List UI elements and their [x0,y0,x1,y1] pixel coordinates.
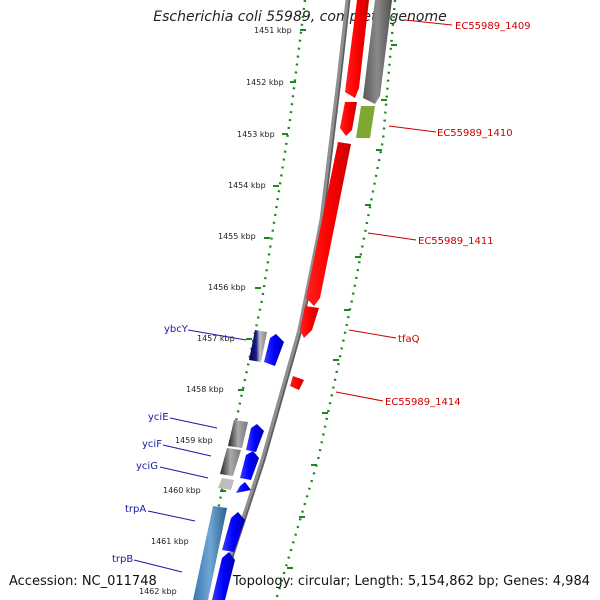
tick-label: 1459 kbp [175,436,213,445]
gene-ycie-gray[interactable] [228,420,248,448]
gene-ycie-blue[interactable] [246,424,264,452]
gene-label-trpb[interactable]: trpB [112,554,133,565]
tick-label: 1453 kbp [237,130,275,139]
backbone [214,0,351,600]
tick-label: 1462 kbp [139,587,177,596]
gene-label-ec55989-1409[interactable]: EC55989_1409 [455,21,531,32]
tick-label: 1461 kbp [151,537,189,546]
gene-label-ycie[interactable]: yciE [148,412,169,423]
tick-label: 1458 kbp [186,385,224,394]
gene-ycif-blue[interactable] [240,451,259,480]
forward-genes [290,0,392,390]
left-label-leaders [133,329,247,573]
gene-label-tfaq[interactable]: tfaQ [398,334,420,345]
gene-trpb-blue[interactable] [212,552,235,600]
reverse-genes [193,330,284,600]
gene-top-red[interactable] [345,0,369,98]
backbone-shadow [217,0,351,600]
gene-trpa-blue[interactable] [222,512,245,552]
gene-ec55989-1410-green[interactable] [356,106,375,138]
gene-ec55989-1410-red[interactable] [340,102,357,136]
gene-ycig-blue[interactable] [236,482,251,493]
gene-ybcy-blue[interactable] [264,334,284,366]
gene-label-trpa[interactable]: trpA [125,504,146,515]
tick-label: 1454 kbp [228,181,266,190]
accession-label: Accession: NC_011748 [9,574,157,589]
tick-label: 1457 kbp [197,334,235,343]
gene-label-ycig[interactable]: yciG [136,461,158,472]
gene-label-ec55989-1411[interactable]: EC55989_1411 [418,236,494,247]
inner-dotted-ring [198,0,307,600]
gene-top-gray[interactable] [363,0,392,104]
gene-ec55989-1411-red[interactable] [306,142,351,306]
gene-ycif-gray[interactable] [220,448,241,476]
gene-label-ec55989-1414[interactable]: EC55989_1414 [385,397,461,408]
gene-label-ycif[interactable]: yciF [142,439,162,450]
outer-tick-marks [287,44,397,569]
gene-ycig-gray[interactable] [218,478,234,490]
tick-labels: 1451 kbp 1452 kbp 1453 kbp 1454 kbp 1455… [139,26,292,596]
gene-ybcy-band[interactable] [249,330,267,362]
gene-ec55989-1414-red[interactable] [290,376,304,390]
tick-label: 1452 kbp [246,78,284,87]
topology-label: Topology: circular; Length: 5,154,862 bp… [232,574,590,589]
tick-label: 1456 kbp [208,283,246,292]
gene-trpa-steel[interactable] [193,506,227,600]
gene-label-ybcy[interactable]: ybcY [164,324,189,335]
right-label-leaders [335,19,453,402]
tick-label: 1455 kbp [218,232,256,241]
tick-label: 1460 kbp [163,486,201,495]
gene-tfaq-red[interactable] [300,306,319,338]
gene-label-ec55989-1410[interactable]: EC55989_1410 [437,128,513,139]
tick-label: 1451 kbp [254,26,292,35]
